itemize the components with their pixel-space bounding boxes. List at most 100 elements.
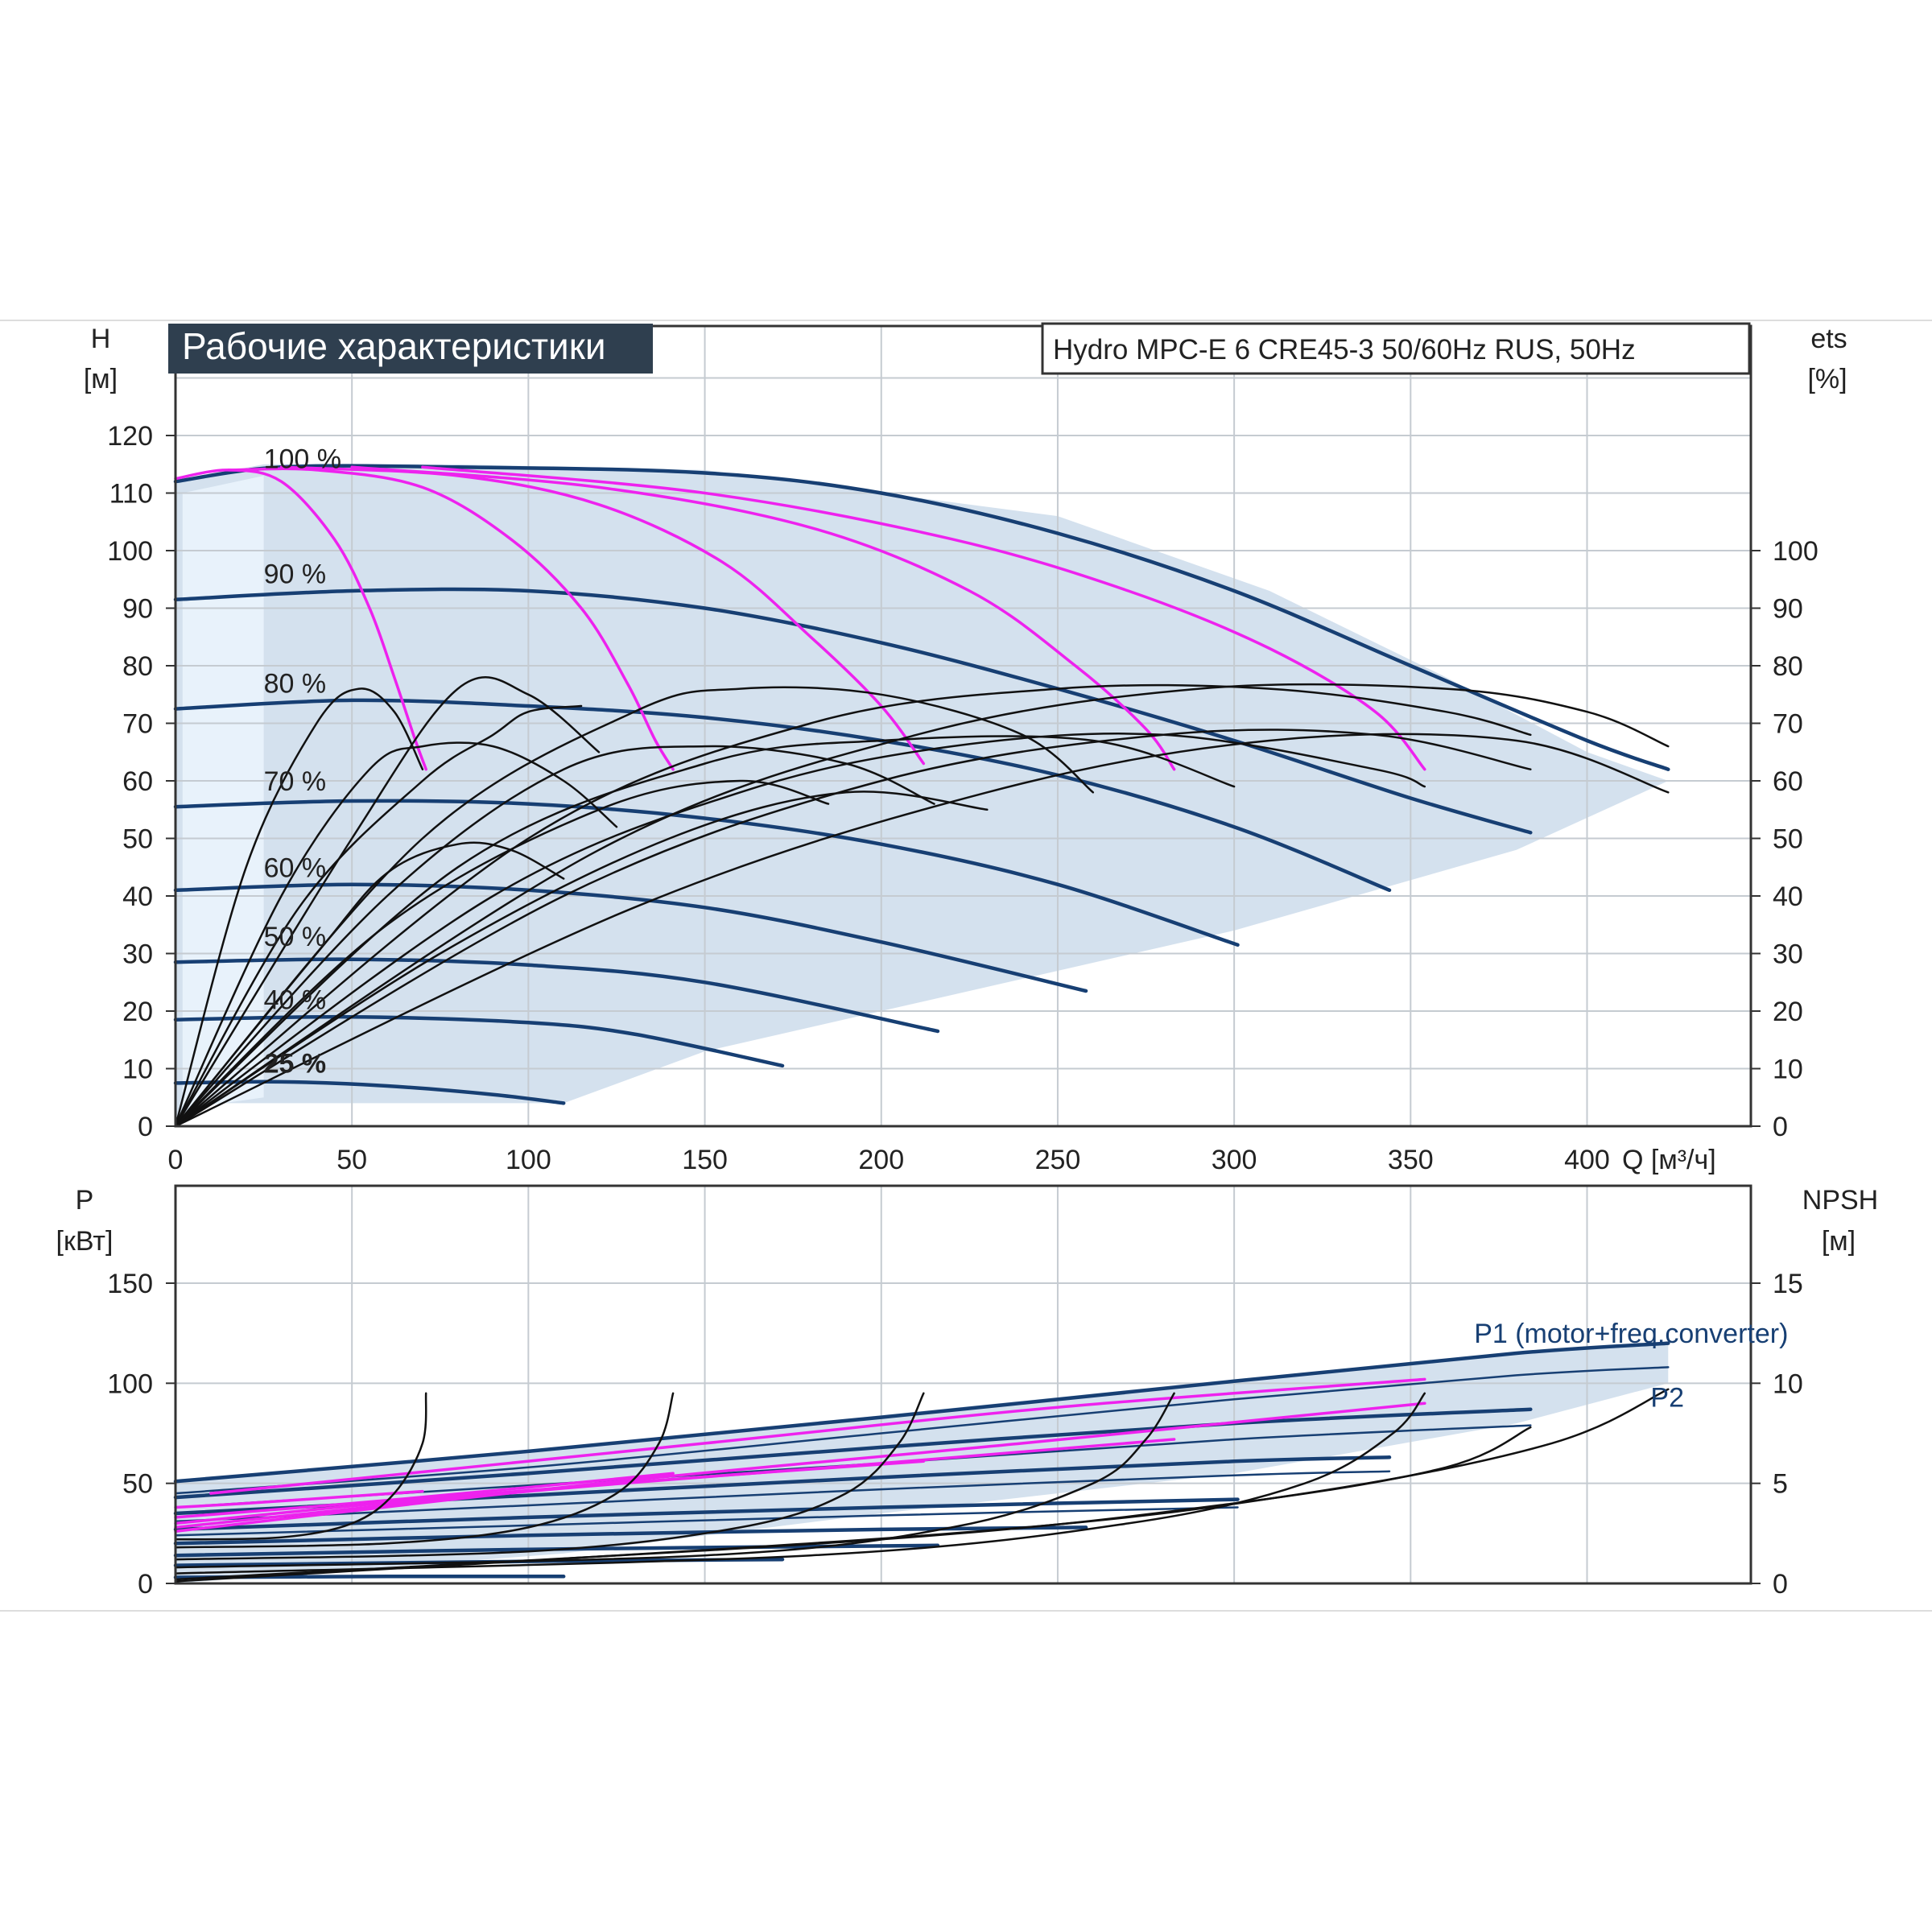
envelope-light-region (182, 476, 264, 1109)
x-tick-label: 150 (682, 1145, 728, 1175)
speed-label: 70 % (264, 766, 327, 797)
y2-tick-label: 10 (1773, 1055, 1803, 1085)
y-axis-label-p: P (76, 1185, 94, 1216)
y-tick-label: 30 (122, 939, 153, 970)
title-box (168, 324, 653, 374)
curve-npsh-4 (174, 1392, 1175, 1569)
speed-label: 60 % (264, 852, 327, 883)
curve-p1-60 (173, 1525, 1088, 1546)
y-axis-label-h: H (91, 324, 111, 354)
y2-axis-label-ets: ets (1810, 324, 1847, 354)
curve-psys-4 (174, 1438, 1176, 1530)
curve-sys-4 (350, 465, 1176, 771)
y-tick-label: 110 (109, 479, 153, 510)
y2-axis-unit-ets: [%] (1807, 364, 1847, 394)
y-tick-label: 40 (122, 881, 153, 912)
curve-eff-1 (174, 687, 424, 1128)
y-tick-label: 70 (122, 709, 153, 740)
curve-eff-10 (174, 683, 1532, 1128)
y2-tick-label: 15 (1773, 1269, 1803, 1299)
curve-p1-70 (173, 1497, 1240, 1532)
p2-annotation: P2 (1650, 1383, 1684, 1414)
y2-tick-label: 30 (1773, 939, 1803, 970)
curve-sys-5 (421, 465, 1426, 771)
y-axis-unit-p: [кВт] (56, 1226, 114, 1257)
curve-speed-80 (173, 698, 1392, 893)
y2-tick-label: 50 (1773, 824, 1803, 855)
y2-axis-unit-npsh: [м] (1822, 1226, 1856, 1257)
y2-tick-label: 20 (1773, 997, 1803, 1027)
y-tick-label: 20 (122, 997, 153, 1027)
curve-sys-2 (227, 467, 675, 771)
y-tick-label: 80 (122, 651, 153, 682)
power-curves (173, 1341, 1670, 1583)
curve-p1-100 (173, 1341, 1670, 1484)
y-axis-unit-h: [м] (84, 364, 118, 394)
speed-label: 90 % (264, 559, 327, 590)
curve-npsh-2 (174, 1392, 675, 1549)
power-grid (175, 1186, 1751, 1583)
head-panel: 0 10 20 30 40 50 60 70 80 90 100 110 120 0 10 20 30 40 50 6… (84, 322, 1847, 1175)
curve-npsh-7 (174, 1388, 1670, 1583)
y2-tick-label: 90 (1773, 594, 1803, 625)
curve-eff-15 (174, 791, 989, 1128)
y2-tick-label: 10 (1773, 1368, 1803, 1399)
y2-tick-label: 0 (1773, 1569, 1788, 1600)
x-tick-label: 300 (1212, 1145, 1257, 1175)
speed-label: 50 % (264, 922, 327, 952)
y2-tick-label: 40 (1773, 881, 1803, 912)
model-label: Hydro MPC-E 6 CRE45-3 50/60Hz RUS, 50Hz (1053, 334, 1636, 365)
curve-psys-1 (174, 1489, 424, 1509)
x-tick-label: 250 (1035, 1145, 1081, 1175)
curve-speed-70 (173, 799, 1240, 947)
speed-label: 25 % (264, 1048, 327, 1079)
y2-axis-label-npsh: NPSH (1802, 1185, 1878, 1216)
x-tick-label: 50 (336, 1145, 367, 1175)
y-tick-label: 150 (107, 1269, 153, 1299)
x-tick-label: 350 (1388, 1145, 1434, 1175)
curve-p1-90 (173, 1407, 1533, 1500)
speed-label: 100 % (264, 444, 341, 475)
y2-tick-label: 70 (1773, 709, 1803, 740)
curve-psys-2 (174, 1472, 675, 1519)
y-tick-label: 10 (122, 1055, 153, 1085)
speed-label: 40 % (264, 985, 327, 1016)
y2-tick-label: 5 (1773, 1469, 1788, 1500)
curve-eff-12 (174, 683, 1670, 1128)
p1-annotation: P1 (motor+freq.converter) (1474, 1319, 1788, 1349)
speed-labels: 100 % 90 % 80 % 70 % 60 % 50 % 40 % 25 % (264, 444, 341, 1080)
curve-eff-7 (174, 686, 1095, 1128)
y2-tick-label: 0 (1773, 1112, 1788, 1142)
curve-p2-100 (174, 1366, 1670, 1495)
y-tick-label: 100 (107, 536, 153, 567)
curve-p1-50 (173, 1543, 940, 1558)
y-tick-label: 60 (122, 766, 153, 797)
x-tick-label: 400 (1564, 1145, 1610, 1175)
y-tick-label: 0 (138, 1569, 153, 1600)
y-tick-label: 50 (122, 1469, 153, 1500)
curve-eff-13 (174, 733, 1670, 1128)
curve-speed-40 (173, 1014, 785, 1068)
curve-speed-60 (173, 882, 1088, 993)
curve-eff-9 (174, 733, 1426, 1128)
curve-eff-14 (174, 779, 830, 1128)
y-tick-label: 90 (122, 594, 153, 625)
curve-speed-90 (173, 587, 1533, 835)
head-grid (175, 326, 1751, 1126)
curve-speed-50 (173, 957, 940, 1034)
head-operating-envelope (175, 464, 1669, 1126)
curve-psys-5 (174, 1402, 1426, 1534)
chart-title: Рабочие характеристики (182, 325, 606, 367)
y-tick-label: 50 (122, 824, 153, 855)
curve-eff-5 (174, 676, 601, 1128)
curve-p2-70 (174, 1506, 1239, 1537)
power-annotations: P1 (motor+freq.converter) P2 (1474, 1319, 1788, 1414)
x-axis-label-q: Q [м³/ч] (1622, 1145, 1716, 1175)
head-plot-frame (174, 324, 1752, 1128)
curve-p2-80 (174, 1470, 1391, 1523)
y-tick-label: 0 (138, 1112, 153, 1142)
y2-tick-label: 80 (1773, 651, 1803, 682)
curve-npsh-1 (174, 1392, 427, 1541)
y-tick-label: 100 (107, 1368, 153, 1399)
